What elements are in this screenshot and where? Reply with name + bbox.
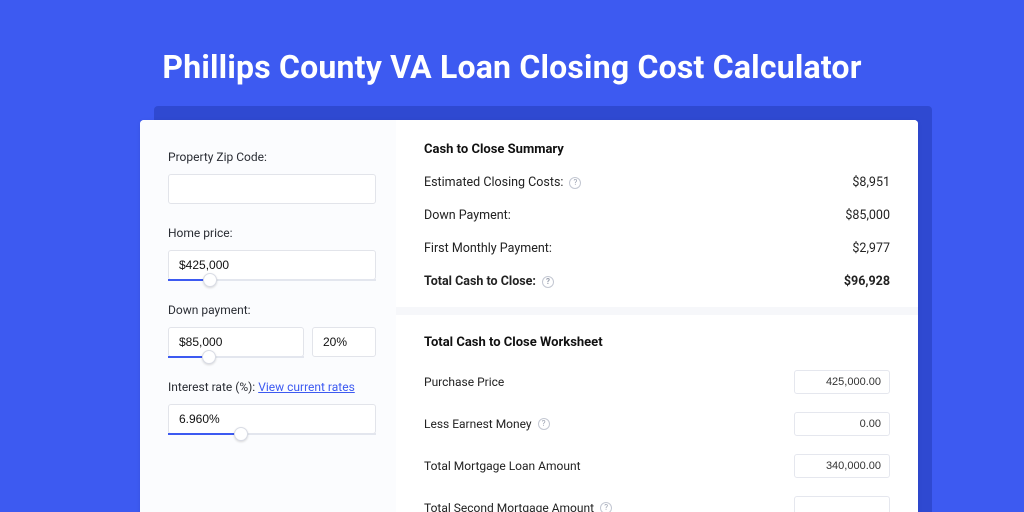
inputs-panel: Property Zip Code: Home price: Down paym… bbox=[140, 120, 396, 512]
worksheet-row-purchase-price: Purchase Price bbox=[424, 370, 890, 394]
worksheet-row-mortgage-amount: Total Mortgage Loan Amount bbox=[424, 454, 890, 478]
interest-rate-input[interactable] bbox=[168, 404, 376, 434]
help-icon[interactable]: ? bbox=[600, 502, 612, 512]
zip-input[interactable] bbox=[168, 174, 376, 204]
help-icon[interactable]: ? bbox=[542, 276, 554, 288]
down-payment-slider[interactable] bbox=[168, 356, 304, 358]
summary-value: $8,951 bbox=[852, 175, 890, 190]
interest-rate-slider-thumb[interactable] bbox=[234, 427, 248, 441]
calculator-card: Property Zip Code: Home price: Down paym… bbox=[140, 120, 918, 512]
field-zip: Property Zip Code: bbox=[168, 150, 376, 204]
summary-box: Cash to Close Summary Estimated Closing … bbox=[396, 120, 918, 315]
help-icon[interactable]: ? bbox=[538, 418, 550, 430]
summary-row-down-payment: Down Payment: $85,000 bbox=[424, 208, 890, 223]
worksheet-label: Purchase Price bbox=[424, 375, 504, 389]
home-price-slider-thumb[interactable] bbox=[203, 273, 217, 287]
down-payment-input[interactable] bbox=[168, 327, 304, 357]
view-rates-link[interactable]: View current rates bbox=[258, 380, 355, 394]
worksheet-label: Less Earnest Money bbox=[424, 417, 532, 431]
field-down-payment: Down payment: bbox=[168, 303, 376, 358]
field-interest-rate: Interest rate (%): View current rates bbox=[168, 380, 376, 435]
worksheet-input-second-mortgage[interactable] bbox=[794, 496, 890, 512]
summary-value: $2,977 bbox=[852, 241, 890, 256]
summary-row-closing-costs: Estimated Closing Costs: ? $8,951 bbox=[424, 175, 890, 190]
home-price-slider[interactable] bbox=[168, 279, 376, 281]
summary-label: Total Cash to Close: bbox=[424, 274, 536, 289]
zip-label: Property Zip Code: bbox=[168, 150, 376, 164]
home-price-label: Home price: bbox=[168, 226, 376, 240]
summary-title: Cash to Close Summary bbox=[424, 142, 890, 157]
summary-value: $96,928 bbox=[844, 274, 890, 289]
home-price-input[interactable] bbox=[168, 250, 376, 280]
worksheet-input-earnest-money[interactable] bbox=[794, 412, 890, 436]
worksheet-input-purchase-price[interactable] bbox=[794, 370, 890, 394]
worksheet-label: Total Second Mortgage Amount bbox=[424, 501, 594, 512]
summary-row-first-payment: First Monthly Payment: $2,977 bbox=[424, 241, 890, 256]
down-payment-label: Down payment: bbox=[168, 303, 376, 317]
field-home-price: Home price: bbox=[168, 226, 376, 281]
page-title: Phillips County VA Loan Closing Cost Cal… bbox=[0, 48, 1024, 86]
worksheet-input-mortgage-amount[interactable] bbox=[794, 454, 890, 478]
worksheet-label: Total Mortgage Loan Amount bbox=[424, 459, 581, 473]
worksheet-box: Total Cash to Close Worksheet Purchase P… bbox=[396, 315, 918, 512]
summary-label: First Monthly Payment: bbox=[424, 241, 552, 256]
summary-label: Down Payment: bbox=[424, 208, 511, 223]
worksheet-row-earnest-money: Less Earnest Money ? bbox=[424, 412, 890, 436]
summary-label: Estimated Closing Costs: bbox=[424, 175, 563, 190]
help-icon[interactable]: ? bbox=[569, 177, 581, 189]
interest-rate-slider[interactable] bbox=[168, 433, 376, 435]
summary-row-total: Total Cash to Close: ? $96,928 bbox=[424, 274, 890, 289]
worksheet-row-second-mortgage: Total Second Mortgage Amount ? bbox=[424, 496, 890, 512]
results-panel: Cash to Close Summary Estimated Closing … bbox=[396, 120, 918, 512]
down-payment-pct-input[interactable] bbox=[312, 327, 376, 357]
interest-rate-label-text: Interest rate (%): bbox=[168, 380, 258, 394]
summary-value: $85,000 bbox=[845, 208, 890, 223]
down-payment-slider-thumb[interactable] bbox=[202, 350, 216, 364]
worksheet-title: Total Cash to Close Worksheet bbox=[424, 335, 890, 350]
interest-rate-label: Interest rate (%): View current rates bbox=[168, 380, 376, 394]
